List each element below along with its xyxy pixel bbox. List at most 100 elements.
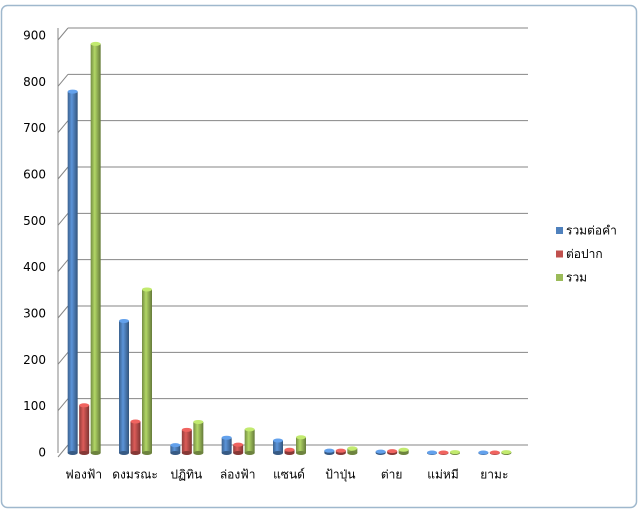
bar-top	[347, 446, 358, 451]
x-tick-label: ฟองฟ้า	[65, 468, 102, 482]
y-tick-label: 100	[23, 399, 46, 413]
bar	[273, 438, 283, 455]
bar-top	[170, 443, 181, 448]
y-tick-label: 600	[23, 168, 46, 182]
chart-frame	[0, 4, 638, 509]
bar-top	[489, 450, 500, 455]
grid-line	[57, 305, 69, 319]
bar-top	[90, 41, 101, 46]
legend-label: รวม	[566, 271, 587, 285]
y-tick-label: 700	[23, 121, 46, 135]
bar	[398, 447, 409, 455]
bar-base	[284, 451, 295, 455]
bar-top	[501, 450, 512, 455]
bar	[233, 442, 244, 455]
bar-top	[284, 447, 295, 452]
bar	[489, 450, 500, 455]
bar-top	[296, 435, 306, 440]
x-tick-label: ป้าปุ่น	[325, 468, 355, 483]
bar	[170, 443, 181, 455]
bar-top	[375, 449, 386, 454]
bar-base	[119, 451, 129, 455]
bar-top	[130, 419, 141, 424]
bar	[67, 89, 78, 455]
bar	[296, 435, 306, 455]
bar	[79, 403, 90, 455]
bar-base	[273, 451, 283, 455]
bar-base	[90, 451, 101, 455]
y-tick-label: 0	[38, 446, 46, 460]
grid-line	[57, 398, 69, 411]
grid-line	[57, 27, 69, 41]
bar-top	[221, 435, 232, 440]
bar-body	[90, 43, 101, 453]
bar-top	[438, 450, 449, 455]
grid-line	[57, 352, 69, 365]
bar	[438, 450, 449, 455]
x-tick-label: ดงมรณะ	[112, 468, 158, 482]
bar-top	[233, 442, 244, 447]
bar	[284, 447, 295, 455]
grid-line	[57, 166, 69, 180]
y-tick-label: 300	[23, 307, 46, 321]
bar-body	[79, 405, 90, 453]
bar-top	[67, 89, 78, 94]
x-tick-label: แม่หมี	[427, 468, 458, 482]
bar-body	[67, 91, 78, 453]
bar-body	[296, 437, 306, 453]
bar-top	[398, 447, 409, 452]
bar	[193, 419, 204, 455]
bar	[450, 450, 460, 455]
bar-base	[193, 451, 204, 455]
bar-base	[130, 451, 141, 455]
bar-body	[193, 421, 204, 453]
x-tick-label: ต่าย	[381, 468, 403, 482]
bar-body	[221, 437, 232, 453]
bar-top	[142, 287, 152, 292]
bar-base	[398, 451, 409, 455]
y-tick-label: 500	[23, 214, 46, 228]
bar-base	[296, 451, 306, 455]
bar-body	[170, 445, 181, 453]
y-tick-label: 400	[23, 260, 46, 274]
grid-line	[57, 213, 69, 226]
grid-line	[57, 74, 69, 87]
bar-base	[170, 451, 181, 455]
grid-line	[57, 120, 69, 133]
bar-top	[478, 450, 489, 455]
bar-top	[193, 419, 204, 424]
x-tick-label: ปฏิทิน	[170, 468, 202, 482]
bar	[501, 450, 512, 455]
bar	[221, 435, 232, 455]
bar-top	[244, 427, 255, 432]
bar	[478, 450, 489, 455]
bar-body	[119, 320, 129, 453]
bar	[427, 450, 437, 455]
bar-top	[79, 403, 90, 408]
bar	[130, 419, 141, 455]
x-tick-label: แซนด์	[273, 468, 305, 482]
bar	[387, 449, 398, 455]
y-tick-label: 900	[23, 29, 46, 43]
y-tick-label: 800	[23, 75, 46, 89]
bar-top	[324, 448, 335, 453]
grid-line	[57, 259, 69, 272]
bar-base	[67, 451, 78, 455]
x-tick-label: ยามะ	[480, 468, 508, 482]
bar-base	[181, 451, 192, 455]
bar-body	[273, 440, 283, 453]
bar-base	[221, 451, 232, 455]
bar-body	[142, 289, 152, 453]
y-tick-label: 200	[23, 353, 46, 367]
bar-body	[233, 444, 244, 453]
bar-base	[233, 451, 244, 455]
bar-top	[427, 450, 437, 455]
bar	[90, 41, 101, 455]
legend-swatch	[556, 274, 563, 281]
bar-top	[387, 449, 398, 454]
bar	[347, 446, 358, 455]
bar-base	[79, 451, 90, 455]
bar-base	[244, 451, 255, 455]
bar-top	[450, 450, 460, 455]
